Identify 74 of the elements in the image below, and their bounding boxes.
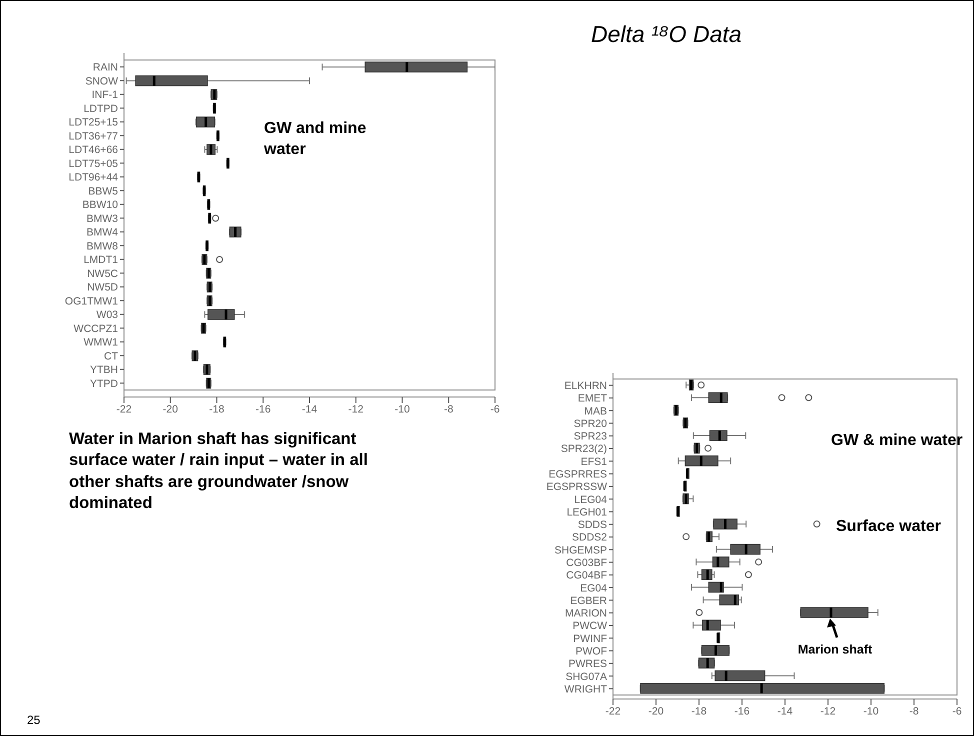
- y-tick-label: YTBH: [90, 364, 118, 376]
- y-tick-label: SPR20: [574, 418, 608, 430]
- y-tick-label: NW5D: [87, 282, 118, 294]
- y-tick-label: WMW1: [84, 336, 118, 349]
- y-tick-label: PWINF: [573, 632, 607, 645]
- y-tick-label: PWCW: [572, 620, 608, 632]
- y-tick-label: EGSPRRES: [548, 468, 607, 481]
- y-tick-label: LDT96+44: [68, 172, 118, 184]
- y-tick-label: RAIN: [92, 62, 118, 74]
- y-tick-label: EG04: [580, 582, 608, 594]
- y-tick-label: CT: [104, 350, 119, 362]
- chart-title: Delta ¹⁸O Data: [591, 21, 742, 48]
- y-tick-label: BBW10: [82, 199, 118, 212]
- y-tick-label: LEG04: [574, 494, 608, 506]
- y-tick-label: SDDS2: [572, 532, 608, 544]
- y-tick-label: LDT75+05: [68, 158, 118, 170]
- text: Water in Marion shaft has significant surface water / rain input – water in all other shafts are groundwater /snow dominated: [69, 429, 369, 514]
- x-tick-label: -8: [909, 705, 919, 718]
- y-tick-label: PWRES: [568, 658, 607, 670]
- x-tick-label: -18: [209, 403, 224, 416]
- annotation: GW and mine water: [264, 119, 368, 160]
- y-tick-label: SDDS: [578, 519, 607, 532]
- x-tick-label: -18: [691, 705, 707, 718]
- y-tick-label: CG04BF: [566, 570, 607, 582]
- text: 25: [27, 713, 42, 729]
- x-tick-label: -8: [444, 403, 454, 416]
- x-tick-label: -14: [302, 403, 318, 416]
- y-tick-label: LDT25+15: [68, 116, 118, 129]
- x-tick-label: -20: [162, 403, 178, 416]
- y-tick-label: CG03BF: [566, 557, 607, 570]
- y-tick-label: MAB: [584, 405, 607, 418]
- x-tick-label: -20: [648, 705, 664, 718]
- y-tick-label: BMW3: [86, 212, 118, 225]
- y-tick-label: WRIGHT: [564, 683, 608, 696]
- x-tick-label: -6: [490, 403, 500, 416]
- annotation: GW & mine water: [831, 431, 964, 451]
- y-tick-label: WCCPZ1: [74, 322, 118, 335]
- y-tick-label: EGBER: [570, 594, 608, 607]
- y-tick-label: SHGEMSP: [554, 544, 607, 556]
- y-tick-label: SNOW: [85, 75, 118, 88]
- x-tick-label: -14: [777, 705, 793, 718]
- y-tick-label: ELKHRN: [564, 380, 607, 392]
- y-tick-label: PWOF: [576, 645, 607, 658]
- y-tick-label: EFS1: [580, 456, 608, 468]
- y-tick-label: OG1TMW1: [64, 295, 118, 308]
- x-tick-label: -10: [863, 705, 879, 718]
- x-tick-label: -12: [348, 403, 364, 416]
- y-tick-label: SPR23: [574, 430, 608, 443]
- y-tick-label: BMW4: [86, 226, 118, 239]
- annotation: Marion shaft: [798, 642, 873, 657]
- x-tick-label: -12: [820, 705, 836, 718]
- y-tick-label: LDTPD: [84, 102, 118, 115]
- y-tick-label: BMW8: [86, 240, 118, 252]
- y-tick-label: SHG07A: [566, 670, 607, 683]
- y-tick-label: EGSPRSSW: [546, 481, 608, 494]
- x-tick-label: -22: [605, 705, 621, 718]
- y-tick-label: MARION: [565, 608, 607, 620]
- x-tick-label: -10: [394, 403, 410, 416]
- x-tick-label: -6: [952, 705, 962, 718]
- x-tick-label: -16: [734, 705, 750, 718]
- y-tick-label: LDT46+66: [68, 144, 118, 156]
- y-tick-label: SPR23(2): [560, 443, 607, 456]
- x-tick-label: -16: [256, 403, 271, 416]
- y-tick-label: BBW5: [88, 185, 118, 198]
- y-tick-label: NW5C: [87, 268, 118, 280]
- y-tick-label: LMDT1: [84, 254, 118, 266]
- x-tick-label: -22: [116, 403, 132, 416]
- y-tick-label: W03: [96, 309, 118, 322]
- y-tick-label: LEGH01: [566, 506, 608, 518]
- annotation: Surface water: [836, 517, 942, 537]
- y-tick-label: LDT36+77: [68, 130, 118, 142]
- y-tick-label: YTPD: [90, 378, 118, 390]
- y-tick-label: INF-1: [92, 89, 118, 102]
- y-tick-label: EMET: [578, 392, 608, 405]
